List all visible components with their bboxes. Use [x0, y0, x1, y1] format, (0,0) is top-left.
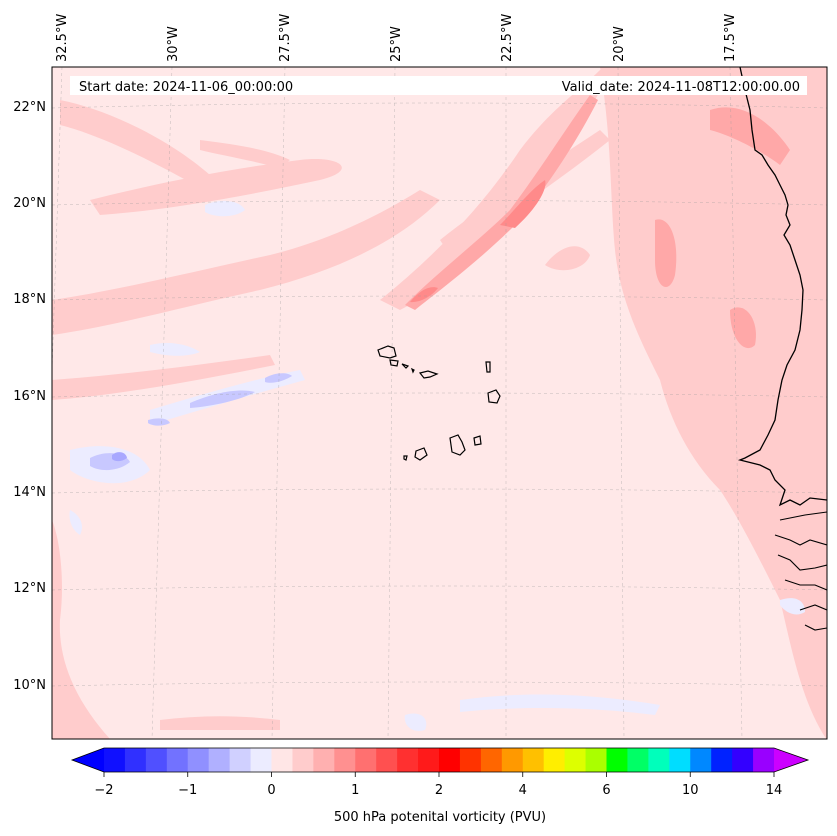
- colorbar-tick-label: 10: [682, 783, 699, 798]
- colorbar-tick-label: −2: [94, 783, 113, 798]
- colorbar-tick-label: 4: [519, 783, 527, 798]
- colorbar-cell: [753, 748, 775, 772]
- colorbar-cell: [124, 748, 147, 772]
- colorbar-tick-label: 2: [435, 783, 443, 798]
- colorbar-cell: [690, 748, 712, 772]
- lat-label: 18°N: [13, 292, 46, 307]
- colorbar-under-arrow: [72, 748, 104, 772]
- colorbar-cell: [376, 748, 398, 772]
- colorbar-ticks: −2 −1 0 1 2 4 6 10 14: [94, 772, 782, 798]
- start-date-text: Start date: 2024-11-06_00:00:00: [79, 80, 293, 95]
- colorbar: −2 −1 0 1 2 4 6 10 14 500 hPa potenital vorticit…: [70, 747, 810, 825]
- colorbar-cell: [606, 748, 628, 772]
- lat-label: 10°N: [13, 678, 46, 693]
- colorbar-cell: [208, 748, 231, 772]
- colorbar-cell: [418, 748, 440, 772]
- colorbar-cell: [648, 748, 670, 772]
- valid-date-text: Valid_date: 2024-11-08T12:00:00.00: [562, 80, 800, 95]
- cape-verde-islands: [377, 345, 501, 461]
- colorbar-cell: [522, 748, 545, 772]
- lat-label: 22°N: [13, 100, 46, 115]
- colorbar-cell: [564, 748, 587, 772]
- lon-label: 30°W: [166, 26, 181, 62]
- colorbar-cell: [711, 748, 733, 772]
- colorbar-cell: [397, 748, 419, 772]
- colorbar-tick-label: 0: [267, 783, 275, 798]
- info-banner: [70, 76, 807, 95]
- pv-medium-red-contours: [405, 95, 790, 349]
- longitude-labels: 32.5°W 30°W 27.5°W 25°W 22.5°W 20°W 17.5…: [55, 14, 738, 62]
- colorbar-cell: [543, 748, 566, 772]
- colorbar-cell: [334, 748, 356, 772]
- africa-coastline-south: [774, 511, 827, 631]
- colorbar-cell: [313, 748, 335, 772]
- colorbar-cell: [627, 748, 649, 772]
- colorbar-tick-label: −1: [178, 783, 197, 798]
- lon-label: 25°W: [389, 26, 404, 62]
- colorbar-tick-label: 14: [766, 783, 783, 798]
- colorbar-cell: [250, 748, 272, 772]
- colorbar-cell: [459, 748, 482, 772]
- map-frame: [51, 66, 828, 740]
- colorbar-cell: [271, 748, 293, 772]
- colorbar-title: 500 hPa potenital vorticity (PVU): [334, 810, 546, 825]
- colorbar-cell: [145, 748, 168, 772]
- lon-label: 20°W: [612, 26, 627, 62]
- colorbar-tick-label: 1: [351, 783, 359, 798]
- lon-label: 17.5°W: [723, 14, 738, 62]
- colorbar-cell: [480, 748, 503, 772]
- lon-label: 27.5°W: [278, 14, 293, 62]
- lon-label: 32.5°W: [55, 14, 70, 62]
- colorbar-cell: [104, 748, 126, 772]
- lat-label: 12°N: [13, 581, 46, 596]
- pv-strong-blue-contours: [112, 452, 127, 462]
- colorbar-cell: [501, 748, 524, 772]
- colorbar-cell: [229, 748, 252, 772]
- colorbar-cell: [439, 748, 461, 772]
- lon-label: 22.5°W: [500, 14, 515, 62]
- colorbar-cell: [292, 748, 314, 772]
- lat-label: 14°N: [13, 485, 46, 500]
- colorbar-tick-label: 6: [602, 783, 610, 798]
- africa-coastline: [737, 67, 827, 507]
- colorbar-cell: [585, 748, 607, 772]
- pv-strong-red-contours: [410, 180, 546, 303]
- graticule: [52, 67, 827, 739]
- colorbar-cell: [187, 748, 210, 772]
- lat-label: 20°N: [13, 196, 46, 211]
- colorbar-cell: [669, 748, 691, 772]
- colorbar-cell: [166, 748, 189, 772]
- map-panel: [52, 67, 827, 739]
- lat-label: 16°N: [13, 389, 46, 404]
- colorbar-cells: [104, 748, 775, 772]
- colorbar-cell: [355, 748, 377, 772]
- colorbar-cell: [732, 748, 754, 772]
- latitude-labels: 22°N 20°N 18°N 16°N 14°N 12°N 10°N: [13, 100, 46, 693]
- colorbar-over-arrow: [774, 748, 808, 772]
